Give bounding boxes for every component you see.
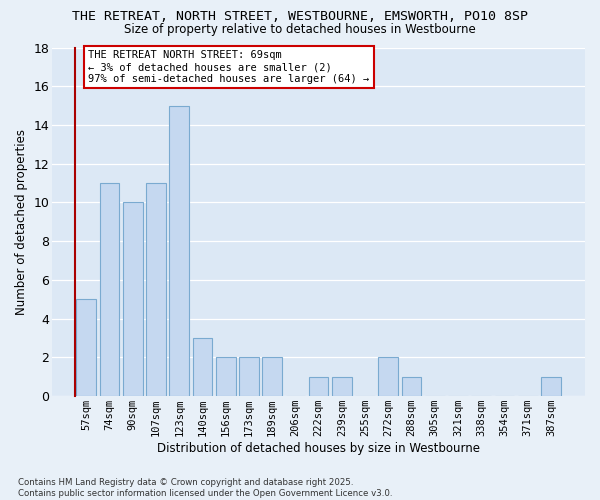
Bar <box>76 300 96 396</box>
Bar <box>401 377 421 396</box>
Bar <box>123 202 143 396</box>
Bar <box>193 338 212 396</box>
Text: Size of property relative to detached houses in Westbourne: Size of property relative to detached ho… <box>124 22 476 36</box>
Bar <box>239 358 259 396</box>
Bar <box>309 377 328 396</box>
Text: Contains HM Land Registry data © Crown copyright and database right 2025.
Contai: Contains HM Land Registry data © Crown c… <box>18 478 392 498</box>
Bar <box>169 106 189 396</box>
Bar <box>216 358 236 396</box>
Bar <box>541 377 561 396</box>
X-axis label: Distribution of detached houses by size in Westbourne: Distribution of detached houses by size … <box>157 442 480 455</box>
Bar <box>100 183 119 396</box>
Bar <box>146 183 166 396</box>
Bar <box>262 358 282 396</box>
Text: THE RETREAT NORTH STREET: 69sqm
← 3% of detached houses are smaller (2)
97% of s: THE RETREAT NORTH STREET: 69sqm ← 3% of … <box>88 50 370 84</box>
Text: THE RETREAT, NORTH STREET, WESTBOURNE, EMSWORTH, PO10 8SP: THE RETREAT, NORTH STREET, WESTBOURNE, E… <box>72 10 528 23</box>
Bar <box>332 377 352 396</box>
Y-axis label: Number of detached properties: Number of detached properties <box>15 129 28 315</box>
Bar <box>379 358 398 396</box>
